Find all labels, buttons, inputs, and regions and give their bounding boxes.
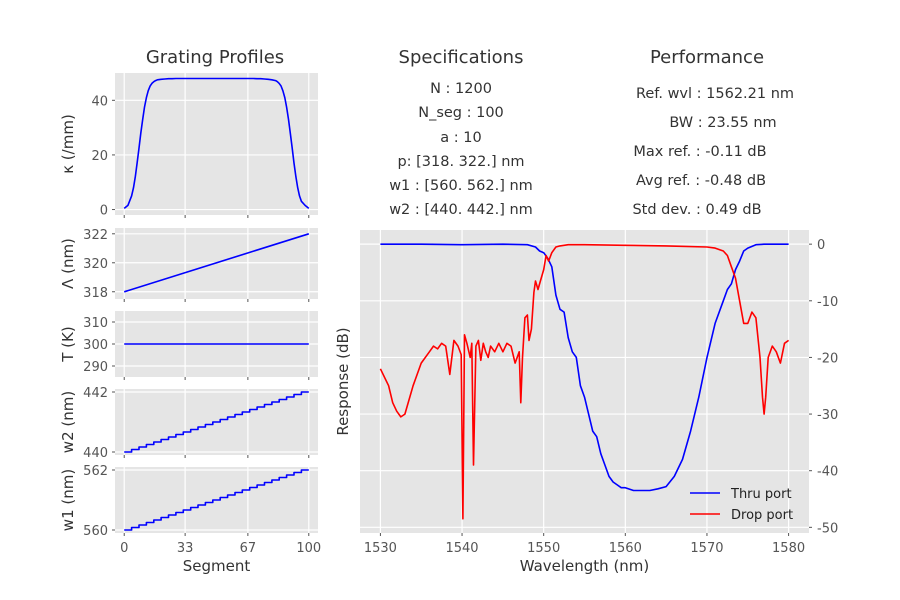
plot-area	[360, 230, 809, 533]
perf-max-ref: Max ref. : -0.11 dB	[633, 144, 766, 160]
y-tick-label: 560	[83, 524, 108, 539]
plot-panels: 0 20 40 κ (/mm) 318 320 322 Λ (nm) 290 300 310 T (K…	[59, 73, 838, 575]
y-tick-label: 20	[91, 149, 108, 164]
plot-area	[115, 73, 318, 215]
y-tick-label: -30	[817, 408, 838, 423]
x-tick-label: 67	[240, 541, 257, 556]
y-tick-label: 0	[100, 204, 108, 219]
y-tick-label: -50	[817, 521, 838, 536]
series-line-period	[123, 233, 310, 293]
x-tick-label: 1560	[609, 541, 642, 556]
spec-w2: w2 : [440. 442.] nm	[389, 202, 533, 218]
series-line-w1	[124, 469, 309, 531]
series-line-w2	[124, 391, 309, 453]
y-axis-label: T (K)	[59, 326, 77, 362]
specifications-list: N : 1200 N_seg : 100 a : 10 p: [318. 322…	[389, 81, 533, 218]
legend-label: Drop port	[731, 508, 793, 523]
chart-kappa: 0 20 40 κ (/mm)	[59, 73, 318, 219]
x-tick-label: 1570	[690, 541, 723, 556]
legend-label: Thru port	[730, 487, 792, 502]
x-tick-label: 33	[177, 541, 194, 556]
x-tick-label: 1540	[445, 541, 478, 556]
x-tick-label: 1580	[772, 541, 805, 556]
y-tick-label: -20	[817, 351, 838, 366]
legend: Thru port Drop port	[690, 487, 793, 523]
perf-bw: BW : 23.55 nm	[669, 115, 776, 131]
y-axis-label: w2 (nm)	[59, 391, 77, 453]
chart-w2: 440 442 w2 (nm)	[59, 386, 318, 461]
chart-w1: 0 33 67 100 560 562 w1 (nm) Segment	[59, 464, 321, 575]
spec-n-seg: N_seg : 100	[418, 105, 504, 121]
x-tick-label: 1530	[364, 541, 397, 556]
x-tick-label: 0	[120, 541, 128, 556]
y-tick-label: 300	[83, 338, 108, 353]
y-tick-label: 562	[83, 464, 108, 479]
y-tick-label: 320	[83, 257, 108, 272]
spec-w1: w1 : [560. 562.] nm	[389, 178, 533, 194]
y-tick-label: 440	[83, 446, 108, 461]
perf-std-dev: Std dev. : 0.49 dB	[632, 202, 761, 218]
series-line-drop-port	[379, 243, 790, 520]
x-axis-label: Segment	[183, 557, 251, 575]
spec-n: N : 1200	[430, 81, 492, 97]
y-axis-label: Response (dB)	[334, 327, 352, 435]
y-tick-label: 442	[83, 386, 108, 401]
perf-ref-wvl: Ref. wvl : 1562.21 nm	[636, 86, 794, 102]
chart-period: 318 320 322 Λ (nm)	[59, 228, 318, 302]
y-tick-label: -10	[817, 295, 838, 310]
header-grating-profiles: Grating Profiles	[146, 47, 284, 68]
y-axis-label: w1 (nm)	[59, 469, 77, 531]
spec-period: p: [318. 322.] nm	[397, 154, 524, 170]
y-tick-label: 310	[83, 316, 108, 331]
chart-response: 1530 1540 1550 1560 1570 1580 0 -10 -20 -30 -40 -50…	[334, 230, 838, 575]
y-tick-label: 40	[91, 94, 108, 109]
y-tick-label: 290	[83, 360, 108, 375]
x-tick-label: 1550	[527, 541, 560, 556]
chart-temperature: 290 300 310 T (K)	[59, 311, 318, 380]
x-axis-label: Wavelength (nm)	[520, 557, 650, 575]
spec-a: a : 10	[440, 130, 481, 146]
series-line-kappa	[123, 77, 310, 210]
perf-avg-ref: Avg ref. : -0.48 dB	[636, 173, 766, 189]
y-tick-label: 318	[83, 286, 108, 301]
y-tick-label: 0	[817, 238, 825, 253]
header-specifications: Specifications	[399, 47, 524, 68]
performance-list: Ref. wvl : 1562.21 nm BW : 23.55 nm Max …	[632, 86, 794, 218]
y-tick-label: 322	[83, 228, 108, 243]
header-performance: Performance	[650, 47, 764, 68]
x-tick-label: 100	[296, 541, 321, 556]
y-axis-label: Λ (nm)	[59, 238, 77, 289]
y-axis-label: κ (/mm)	[59, 114, 77, 174]
y-tick-label: -40	[817, 465, 838, 480]
